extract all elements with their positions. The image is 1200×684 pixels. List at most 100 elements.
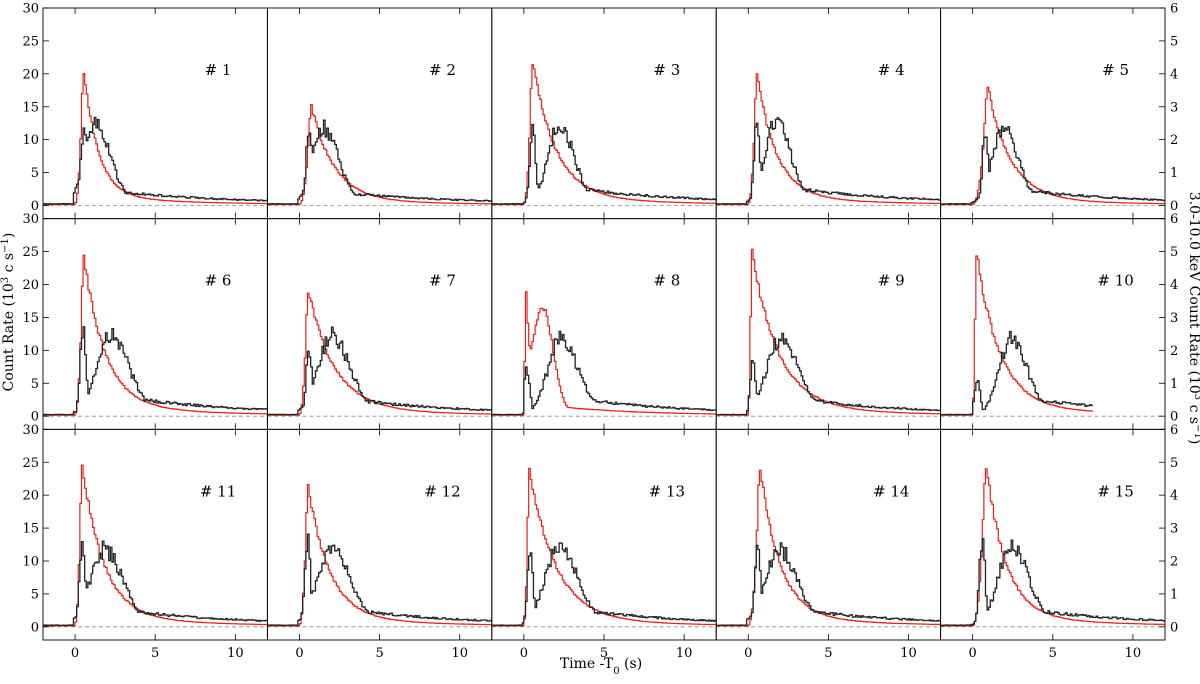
y-axis-title-left: Count Rate (103 c s−1)	[0, 233, 17, 392]
y-tick-label-right: 6	[1170, 2, 1178, 17]
hard-rate-curve	[940, 125, 1165, 205]
y-tick-label-right: 1	[1170, 587, 1178, 602]
x-tick-label: 0	[71, 646, 79, 661]
y-tick-label-left: 5	[31, 166, 39, 181]
x-tick-label: 5	[151, 646, 159, 661]
x-axis-title: Time -T0 (s)	[560, 656, 642, 677]
x-tick-label: 5	[824, 646, 832, 661]
panel-frame	[266, 7, 493, 220]
panel-label: # 10	[1097, 272, 1133, 290]
y-tick-label-right: 3	[1170, 311, 1178, 326]
total-rate-curve	[43, 73, 268, 206]
panel-label: # 8	[653, 272, 680, 290]
panel-3: # 3	[491, 7, 717, 220]
panel-11: # 11 0 5 10 0 5 10 15 20 25 30	[22, 423, 268, 661]
y-tick-label-left: 0	[31, 410, 39, 425]
y-tick-label-right: 5	[1170, 34, 1178, 49]
panel-4: # 4	[715, 7, 942, 220]
hard-rate-curve	[716, 117, 941, 205]
panel-12: # 12 0 5 10	[266, 428, 493, 661]
panel-1: # 1 0 5 10 15 20 25 30	[22, 2, 268, 220]
y-tick-label-left: 20	[22, 489, 39, 504]
y-tick-label-left: 15	[22, 311, 39, 326]
total-rate-curve	[267, 292, 492, 416]
total-rate-curve	[267, 483, 492, 627]
y-tick-label-right: 6	[1170, 423, 1178, 438]
y-tick-label-left: 25	[22, 245, 39, 260]
panel-label: # 6	[205, 272, 232, 290]
x-tick-label: 0	[744, 646, 752, 661]
hard-rate-curve	[491, 542, 717, 626]
total-rate-curve	[940, 86, 1165, 206]
y-tick-label-right: 1	[1170, 377, 1178, 392]
panel-label: # 14	[873, 482, 909, 500]
panel-15: # 15 0 5 10 0 1 2 3 4 5 6	[940, 423, 1178, 661]
y-tick-label-right: 6	[1170, 212, 1178, 227]
y-tick-label-right: 4	[1170, 278, 1178, 293]
y-tick-label-left: 20	[22, 278, 39, 293]
hard-rate-curve	[267, 326, 492, 416]
hard-rate-curve	[491, 330, 717, 416]
y-tick-label-left: 15	[22, 100, 39, 115]
x-tick-label: 10	[900, 646, 917, 661]
y-tick-label-right: 2	[1170, 555, 1178, 570]
y-tick-label-right: 5	[1170, 456, 1178, 471]
panel-6: # 6 0 5 10 15 20 25 30	[22, 212, 268, 430]
panel-label: # 4	[878, 61, 905, 79]
panel-label: # 11	[200, 482, 236, 500]
y-tick-label-left: 10	[22, 344, 39, 359]
total-rate-curve	[43, 464, 268, 627]
panel-9: # 9	[715, 218, 942, 430]
hard-rate-curve	[716, 332, 941, 416]
total-rate-curve	[491, 64, 717, 206]
y-tick-label-left: 10	[22, 133, 39, 148]
panel-frame	[715, 7, 942, 220]
panel-label: # 1	[205, 61, 232, 79]
y-tick-label-left: 0	[31, 620, 39, 635]
hard-rate-curve	[491, 123, 717, 205]
panel-label: # 15	[1097, 482, 1133, 500]
panel-frame	[266, 218, 493, 430]
y-tick-label-right: 4	[1170, 489, 1178, 504]
hard-rate-curve	[43, 540, 268, 627]
panel-label: # 12	[424, 482, 460, 500]
y-tick-label-left: 25	[22, 34, 39, 49]
x-tick-label: 10	[676, 646, 693, 661]
total-rate-curve	[267, 103, 492, 206]
y-tick-label-left: 15	[22, 522, 39, 537]
y-tick-label-left: 25	[22, 456, 39, 471]
panel-label: # 7	[429, 272, 456, 290]
x-tick-label: 5	[1049, 646, 1057, 661]
hard-rate-curve	[43, 116, 268, 205]
total-rate-curve	[491, 291, 717, 416]
x-tick-label: 5	[375, 646, 383, 661]
x-tick-label: 10	[227, 646, 244, 661]
x-tick-label: 0	[295, 646, 303, 661]
y-tick-label-left: 10	[22, 555, 39, 570]
y-tick-label-left: 30	[22, 2, 39, 17]
y-tick-label-left: 5	[31, 377, 39, 392]
y-axis-title-right: 3.0-10.0 keV Count Rate (103 c s−1)	[1186, 192, 1200, 445]
y-tick-label-left: 5	[31, 587, 39, 602]
panel-label: # 13	[649, 482, 685, 500]
x-tick-label: 10	[1125, 646, 1142, 661]
panel-frame	[266, 428, 493, 641]
hard-rate-curve	[940, 330, 1093, 416]
hard-rate-curve	[716, 542, 941, 626]
y-tick-label-right: 2	[1170, 133, 1178, 148]
x-tick-label: 10	[451, 646, 468, 661]
panel-8: # 8	[491, 218, 717, 430]
x-tick-label: 0	[520, 646, 528, 661]
panel-frame	[940, 428, 1166, 641]
panel-frame	[42, 218, 268, 430]
total-rate-curve	[716, 73, 941, 206]
panel-14: # 14 0 5 10	[715, 428, 942, 661]
x-tick-label: 5	[600, 646, 608, 661]
panel-label: # 9	[878, 272, 905, 290]
y-tick-label-left: 30	[22, 212, 39, 227]
y-tick-label-right: 2	[1170, 344, 1178, 359]
hard-rate-curve	[267, 119, 492, 205]
y-tick-label-left: 30	[22, 423, 39, 438]
total-rate-curve	[43, 254, 268, 416]
